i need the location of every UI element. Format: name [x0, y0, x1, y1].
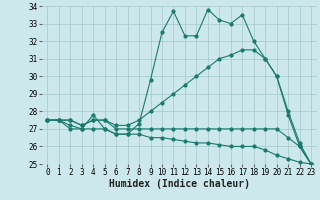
- X-axis label: Humidex (Indice chaleur): Humidex (Indice chaleur): [109, 179, 250, 189]
